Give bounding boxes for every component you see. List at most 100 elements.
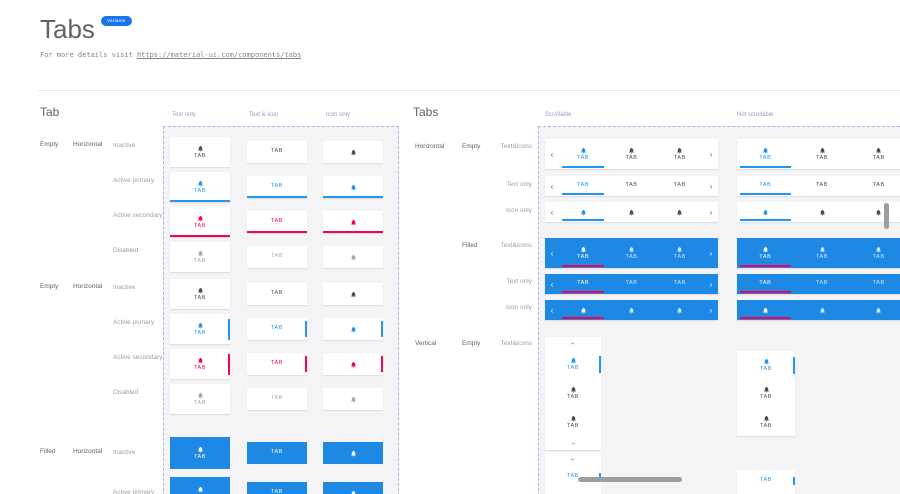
notifications-icon: [580, 147, 587, 154]
tab-item[interactable]: [850, 300, 900, 320]
tab-item[interactable]: TAB: [607, 139, 655, 169]
tab-item[interactable]: [850, 202, 900, 222]
docs-link[interactable]: https://material-ui.com/components/tabs: [136, 51, 302, 59]
tab-card[interactable]: TAB: [170, 242, 230, 272]
scroll-prev-icon[interactable]: ‹: [550, 248, 554, 258]
tab-item[interactable]: TAB: [656, 176, 704, 196]
scroll-next-icon[interactable]: ›: [709, 207, 713, 217]
horizontal-scrollbar-thumb[interactable]: [578, 477, 682, 482]
tab-item[interactable]: TAB: [559, 274, 607, 294]
tab-card[interactable]: TAB: [170, 137, 230, 167]
tab-item[interactable]: TAB: [545, 353, 601, 376]
tab-item[interactable]: [656, 202, 704, 222]
tab-item[interactable]: TAB: [794, 238, 851, 268]
right-section-title: Tabs: [413, 105, 439, 119]
tab-item[interactable]: TAB: [656, 139, 704, 169]
notifications-icon: [875, 246, 882, 253]
tab-card[interactable]: TAB: [170, 477, 230, 494]
tab-item[interactable]: TAB: [545, 382, 601, 405]
scroll-next-icon[interactable]: ›: [709, 248, 713, 258]
tab-card[interactable]: [323, 388, 383, 410]
scroll-prev-icon[interactable]: ‹: [550, 149, 554, 159]
tab-card[interactable]: TAB: [247, 442, 307, 464]
tab-item[interactable]: TAB: [850, 139, 900, 169]
tab-card[interactable]: [323, 211, 383, 233]
tab-item[interactable]: [559, 300, 607, 320]
scroll-next-icon[interactable]: ›: [709, 181, 713, 191]
tab-item[interactable]: TAB: [545, 411, 601, 434]
tab-item[interactable]: TAB: [737, 474, 795, 488]
tab-card[interactable]: TAB: [170, 207, 230, 237]
tab-card[interactable]: [323, 141, 383, 163]
tab-card[interactable]: TAB: [170, 349, 230, 379]
tab-item[interactable]: TAB: [737, 382, 795, 405]
tab-item[interactable]: TAB: [794, 139, 851, 169]
tab-card[interactable]: TAB: [170, 314, 230, 344]
tab-item[interactable]: TAB: [607, 274, 655, 294]
tab-card[interactable]: TAB: [247, 141, 307, 163]
group-fill-label: Filled: [40, 448, 56, 455]
tab-label: TAB: [193, 258, 207, 264]
tab-item[interactable]: TAB: [559, 238, 607, 268]
scroll-next-icon[interactable]: ›: [709, 305, 713, 315]
tab-item[interactable]: [656, 300, 704, 320]
scroll-up-icon[interactable]: ›: [569, 458, 577, 461]
tab-item[interactable]: TAB: [607, 238, 655, 268]
tab-item[interactable]: TAB: [850, 176, 900, 196]
scroll-prev-icon[interactable]: ‹: [550, 279, 554, 289]
tab-card[interactable]: [323, 318, 383, 340]
tab-item[interactable]: TAB: [850, 238, 900, 268]
tab-item[interactable]: TAB: [737, 238, 794, 268]
tab-item[interactable]: TAB: [794, 274, 851, 294]
notifications-icon: [350, 490, 357, 494]
tab-item[interactable]: TAB: [656, 238, 704, 268]
tab-card[interactable]: [323, 176, 383, 198]
tab-item[interactable]: [794, 202, 851, 222]
tab-card[interactable]: TAB: [247, 283, 307, 305]
tab-card[interactable]: TAB: [247, 211, 307, 233]
scroll-down-icon[interactable]: ›: [569, 442, 577, 445]
tab-item[interactable]: TAB: [737, 176, 794, 196]
tab-item[interactable]: TAB: [737, 411, 795, 434]
tab-item[interactable]: TAB: [737, 274, 794, 294]
tab-card[interactable]: TAB: [170, 279, 230, 309]
scroll-up-icon[interactable]: ›: [569, 342, 577, 345]
tab-item[interactable]: TAB: [559, 139, 607, 169]
tab-card[interactable]: [323, 482, 383, 494]
tab-card[interactable]: TAB: [247, 318, 307, 340]
tab-item[interactable]: TAB: [794, 176, 851, 196]
tab-item[interactable]: TAB: [656, 274, 704, 294]
vertical-scrollbar-thumb[interactable]: [884, 203, 889, 229]
tab-item[interactable]: [607, 202, 655, 222]
tab-item[interactable]: TAB: [545, 470, 601, 484]
tab-card[interactable]: TAB: [247, 482, 307, 494]
scroll-prev-icon[interactable]: ‹: [550, 181, 554, 191]
tab-item[interactable]: [794, 300, 851, 320]
tab-card[interactable]: TAB: [170, 384, 230, 414]
tab-item[interactable]: TAB: [850, 274, 900, 294]
tab-item[interactable]: [559, 202, 607, 222]
tab-card[interactable]: TAB: [247, 388, 307, 410]
tab-card[interactable]: [323, 353, 383, 375]
scroll-next-icon[interactable]: ›: [709, 279, 713, 289]
tab-item[interactable]: TAB: [607, 176, 655, 196]
tab-card[interactable]: [323, 246, 383, 268]
tab-item[interactable]: [607, 300, 655, 320]
tab-item[interactable]: TAB: [737, 139, 794, 169]
scroll-prev-icon[interactable]: ‹: [550, 207, 554, 217]
tab-item[interactable]: TAB: [737, 354, 795, 377]
tab-card[interactable]: TAB: [170, 437, 230, 469]
tab-item[interactable]: [737, 202, 794, 222]
tab-card[interactable]: [323, 442, 383, 464]
notifications-icon: [819, 307, 826, 314]
tab-card[interactable]: TAB: [247, 353, 307, 375]
tab-card[interactable]: TAB: [247, 246, 307, 268]
tab-card[interactable]: TAB: [170, 172, 230, 202]
tab-item[interactable]: [737, 300, 794, 320]
tab-card[interactable]: [323, 283, 383, 305]
row-label: Text&icons: [500, 242, 532, 249]
tab-item[interactable]: TAB: [559, 176, 607, 196]
tab-card[interactable]: TAB: [247, 176, 307, 198]
scroll-prev-icon[interactable]: ‹: [550, 305, 554, 315]
scroll-next-icon[interactable]: ›: [709, 149, 713, 159]
